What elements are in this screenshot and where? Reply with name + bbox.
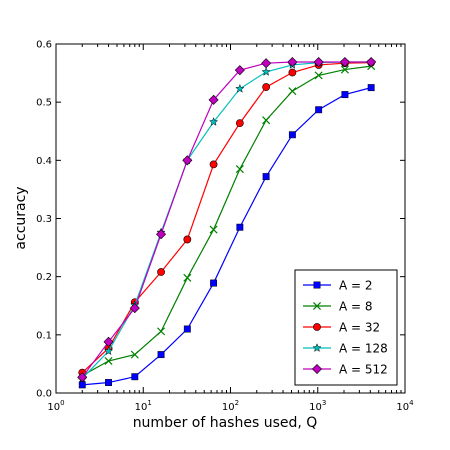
data-point [262,116,271,125]
data-point [236,223,244,231]
axis-ticks [55,43,406,394]
data-point [156,229,167,240]
series-group [77,57,377,389]
x-tick-label: 101 [135,399,152,413]
data-point [261,58,272,69]
series-2 [78,62,376,380]
legend-entry: A = 2 [303,279,373,293]
series-5 [77,57,377,383]
plot-area [55,43,406,394]
data-point [104,356,113,366]
legend-label: A = 2 [339,279,373,293]
legend-label: A = 32 [339,321,380,335]
data-point [235,83,245,93]
data-point [130,350,139,359]
data-point [77,372,88,383]
data-point [235,165,244,174]
data-point [313,57,324,68]
y-tick-label: 0.6 [36,40,52,51]
y-tick-label: 0.4 [36,156,52,167]
data-point [288,68,297,77]
legend: A = 2 A = 8 A = 32 A = 128 A = 512 [294,269,398,386]
x-tick-label: 102 [222,399,239,413]
legend-label: A = 512 [339,363,388,377]
legend-label: A = 128 [339,342,388,356]
data-point [157,351,165,359]
data-point [261,67,271,76]
data-point [210,279,218,287]
data-point [234,65,245,76]
data-point [235,119,244,128]
data-point [314,71,323,80]
data-point [341,91,349,99]
data-point [157,268,165,276]
data-point [315,106,323,114]
legend-entry: A = 512 [303,363,388,377]
data-point [366,57,377,68]
data-point [103,336,114,347]
x-axis-title: number of hashes used, Q [133,415,318,431]
series-1 [78,84,375,389]
legend-marker [312,301,322,311]
legend-marker [313,323,321,331]
data-point [129,303,140,314]
data-point [157,327,166,336]
data-point [340,65,349,74]
y-tick-label: 0.5 [36,98,52,109]
data-point [209,225,218,234]
data-point [183,235,192,244]
data-point [209,160,218,169]
y-tick-label: 0.2 [36,272,52,283]
legend-entry: A = 32 [303,321,380,335]
data-point [103,346,114,356]
data-point [339,57,350,68]
legend-entry: A = 8 [303,300,373,314]
data-point [131,373,139,381]
data-point [208,117,219,126]
legend-marker [311,363,323,375]
y-tick-label: 0.0 [36,389,52,400]
x-tick-label: 100 [47,399,64,413]
data-point [105,379,112,386]
data-point [367,84,375,92]
data-point [183,325,191,333]
data-point [183,273,192,282]
data-point [78,381,86,389]
y-axis-title: accuracy [13,186,29,249]
series-line [81,65,372,377]
series-line [81,62,372,374]
x-tick-label: 103 [309,399,326,413]
legend-marker [312,343,322,352]
data-point [287,57,298,68]
data-point [182,155,193,166]
legend-entry: A = 128 [303,342,388,356]
data-point [262,83,271,91]
legend-label: A = 8 [339,300,373,314]
series-line [82,87,372,386]
data-point [288,131,296,139]
data-point [288,87,297,96]
y-tick-label: 0.3 [36,214,52,225]
y-tick-label: 0.1 [36,330,52,341]
legend-marker [313,281,321,289]
tick-labels: 0.0 0.1 0.2 0.3 0.4 0.5 0.6 100 101 102 103 104 [36,40,414,414]
x-tick-label: 104 [396,399,414,413]
data-point [208,94,219,105]
data-point [262,173,270,181]
